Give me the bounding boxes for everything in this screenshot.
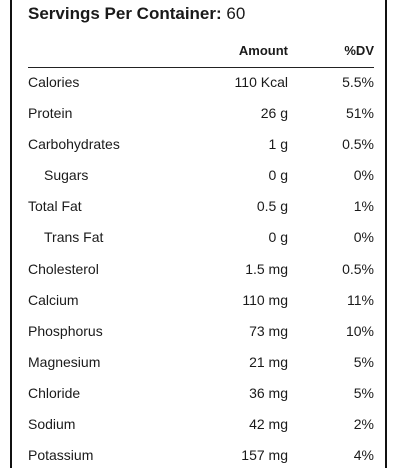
nutrient-name: Potassium (28, 447, 94, 464)
servings-value: 60 (226, 4, 246, 23)
header-amount: Amount (238, 43, 288, 58)
nutrient-name: Magnesium (28, 353, 101, 370)
nutrient-dv: 5.5% (342, 74, 374, 90)
nutrient-dv: 11% (347, 291, 374, 308)
table-row: Magnesium 21 mg 5% (28, 346, 374, 377)
nutrient-dv: 5% (353, 384, 374, 401)
nutrient-name: Protein (28, 105, 73, 122)
nutrient-dv: 4% (353, 447, 374, 464)
table-row: Carbohydrates 1 g 0.5% (28, 128, 374, 159)
nutrient-name: Total Fat (28, 198, 82, 215)
nutrient-amount: 26 g (260, 105, 288, 122)
nutrient-amount: 1.5 mg (245, 260, 288, 277)
nutrient-amount: 1 g (268, 136, 288, 153)
nutrient-dv: 0.5% (342, 136, 374, 153)
nutrient-name: Sodium (28, 416, 76, 433)
nutrient-name: Chloride (28, 384, 81, 401)
table-row: Protein 26 g 51% (28, 97, 374, 128)
nutrient-dv: 10% (345, 322, 374, 339)
nutrient-name: Cholesterol (28, 260, 99, 277)
table-row: Calcium 110 mg 11% (28, 284, 374, 315)
nutrient-amount: 110 mg (242, 291, 288, 308)
nutrient-amount: 21 mg (249, 353, 288, 370)
nutrient-amount: 0 g (268, 167, 288, 184)
servings-label: Servings Per Container: (28, 4, 222, 23)
nutrient-dv: 2% (353, 416, 374, 433)
nutrient-name: Trans Fat (44, 229, 104, 246)
header-dv: %DV (344, 43, 374, 58)
nutrient-amount: 110 Kcal (234, 74, 288, 90)
nutrient-amount: 0.5 g (256, 198, 288, 215)
nutrition-facts-panel: Servings Per Container: 60 Amount %DV Ca… (10, 0, 387, 468)
nutrient-dv: 1% (353, 198, 374, 215)
nutrient-dv: 51% (345, 105, 374, 122)
table-row: Sodium 42 mg 2% (28, 408, 374, 439)
nutrient-dv: 0.5% (342, 260, 374, 277)
nutrient-amount: 36 mg (249, 384, 288, 401)
table-row: Sugars 0 g 0% (28, 159, 374, 190)
table-row: Chloride 36 mg 5% (28, 377, 374, 408)
table-row: Phosphorus 73 mg 10% (28, 315, 374, 346)
servings-per-container: Servings Per Container: 60 (28, 2, 245, 26)
table-row: Cholesterol 1.5 mg 0.5% (28, 253, 374, 284)
table-row: Potassium 157 mg 4% (28, 439, 374, 470)
nutrient-name: Calories (28, 74, 80, 90)
nutrient-name: Carbohydrates (28, 136, 120, 153)
nutrient-amount: 42 mg (249, 416, 288, 433)
nutrient-dv: 0% (353, 229, 374, 246)
nutrient-name: Phosphorus (28, 322, 103, 339)
table-row: Calories 110 Kcal 5.5% (28, 66, 374, 97)
table-row: Trans Fat 0 g 0% (28, 221, 374, 252)
nutrient-amount: 157 mg (241, 447, 288, 464)
table-row: Total Fat 0.5 g 1% (28, 190, 374, 221)
nutrient-dv: 0% (353, 167, 374, 184)
nutrient-amount: 0 g (268, 229, 288, 246)
nutrient-name: Sugars (44, 167, 89, 184)
nutrient-amount: 73 mg (249, 322, 288, 339)
nutrient-name: Calcium (28, 291, 79, 308)
nutrient-dv: 5% (353, 353, 374, 370)
nutrient-list: Calories 110 Kcal 5.5% Protein 26 g 51% … (28, 66, 374, 470)
table-header: Amount %DV (28, 39, 374, 68)
